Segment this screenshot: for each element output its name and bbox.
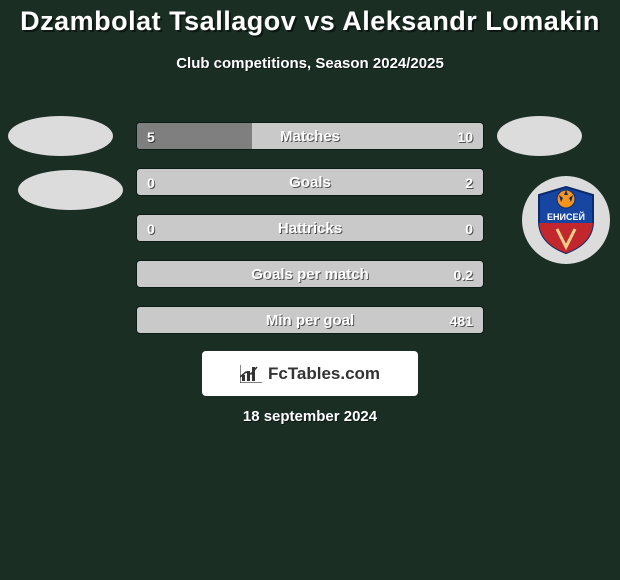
page-title: Dzambolat Tsallagov vs Aleksandr Lomakin xyxy=(0,0,620,37)
stat-right-value: 2 xyxy=(465,169,473,196)
stat-left-value: 0 xyxy=(147,169,155,196)
stat-row-goals-per-match: Goals per match 0.2 xyxy=(136,260,484,288)
stat-right-value: 481 xyxy=(450,307,473,334)
player1-club-logo-2 xyxy=(18,170,123,210)
subtitle: Club competitions, Season 2024/2025 xyxy=(0,55,620,72)
brand-watermark: FcTables.com xyxy=(202,351,418,396)
stat-row-goals: 0 Goals 2 xyxy=(136,168,484,196)
badge-text: ЕНИСЕЙ xyxy=(547,211,585,222)
stat-right-value: 0 xyxy=(465,215,473,242)
stat-label: Goals per match xyxy=(137,261,483,288)
stat-row-matches: 5 Matches 10 xyxy=(136,122,484,150)
stat-row-hattricks: 0 Hattricks 0 xyxy=(136,214,484,242)
enisey-shield-icon: ЕНИСЕЙ xyxy=(535,185,597,255)
stat-label: Goals xyxy=(137,169,483,196)
stat-right-value: 0.2 xyxy=(454,261,473,288)
stat-label: Min per goal xyxy=(137,307,483,334)
stats-comparison: 5 Matches 10 0 Goals 2 0 Hattricks 0 Goa… xyxy=(136,122,484,352)
stat-left-value: 0 xyxy=(147,215,155,242)
stat-right-value: 10 xyxy=(457,123,473,150)
stat-row-min-per-goal: Min per goal 481 xyxy=(136,306,484,334)
player2-club-badge: ЕНИСЕЙ xyxy=(522,176,610,264)
snapshot-date: 18 september 2024 xyxy=(0,408,620,425)
stat-fill xyxy=(137,123,252,149)
player1-club-logo-1 xyxy=(8,116,113,156)
player2-club-logo-1 xyxy=(497,116,582,156)
stat-label: Hattricks xyxy=(137,215,483,242)
bar-chart-icon xyxy=(240,365,262,383)
brand-text: FcTables.com xyxy=(268,364,380,384)
